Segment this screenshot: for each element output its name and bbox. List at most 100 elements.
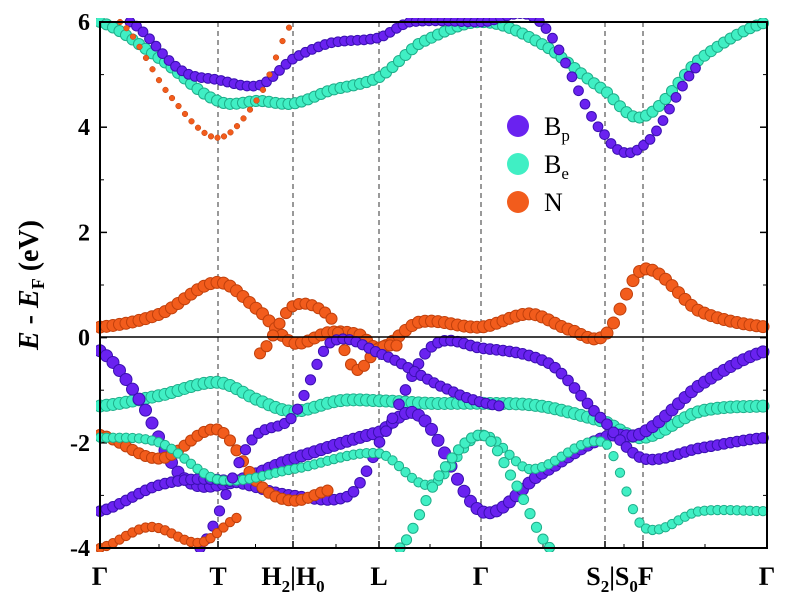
band-point <box>568 382 581 394</box>
band-point <box>311 358 323 371</box>
band-Be <box>96 429 769 536</box>
kpoint-label: T <box>209 562 226 591</box>
band-point <box>446 452 458 464</box>
band-point <box>357 359 371 372</box>
band-N <box>96 262 770 355</box>
band-point <box>621 486 632 497</box>
band-point <box>540 23 552 34</box>
legend-label: Be <box>544 150 569 183</box>
legend: Bp Be N <box>507 112 570 217</box>
legend-marker <box>507 153 529 175</box>
band-point <box>194 124 202 131</box>
band-point <box>390 339 403 352</box>
band-point <box>573 85 584 97</box>
band-point <box>509 18 518 20</box>
band-point <box>530 521 543 533</box>
band-point <box>420 494 432 507</box>
band-point <box>220 488 232 501</box>
band-point <box>246 106 254 113</box>
band-point <box>246 434 258 446</box>
band-point <box>451 472 464 486</box>
band-point <box>279 37 286 45</box>
band-point <box>155 77 163 84</box>
legend-label: Bp <box>544 112 570 145</box>
legend-marker <box>507 115 529 137</box>
band-point <box>683 70 695 82</box>
band-point <box>175 102 182 110</box>
band-N <box>96 512 242 552</box>
y-tick-label: 0 <box>78 326 90 352</box>
band-point <box>522 18 531 20</box>
band-point <box>317 345 330 357</box>
band-point <box>227 129 234 136</box>
band-point <box>634 517 645 528</box>
band-point <box>457 484 471 498</box>
band-point <box>226 472 239 484</box>
band-point <box>223 434 237 447</box>
band-point <box>220 133 228 140</box>
band-point <box>298 389 310 402</box>
band-point <box>418 414 432 428</box>
band-point <box>608 450 619 462</box>
band-point <box>157 48 168 59</box>
bands <box>96 18 770 552</box>
band-point <box>502 18 512 22</box>
band-point <box>144 33 155 45</box>
band-point <box>553 44 565 56</box>
band-point <box>498 457 510 469</box>
band-point <box>605 138 617 149</box>
band-point <box>285 24 293 31</box>
kpoint-label: H2|H0 <box>261 562 324 596</box>
y-axis-title: E - EF (eV) <box>14 220 48 351</box>
band-point <box>129 33 137 40</box>
y-tick-label: -2 <box>70 431 90 457</box>
band-point <box>354 476 366 489</box>
band-point <box>581 397 594 410</box>
band-point <box>607 316 620 330</box>
band-Bp <box>194 333 505 552</box>
band-point <box>233 457 245 469</box>
band-point <box>433 470 445 482</box>
band-point <box>321 484 334 497</box>
band-point <box>677 80 688 92</box>
band-point <box>690 62 701 74</box>
band-point <box>213 505 226 517</box>
band-point <box>562 374 574 387</box>
band-point <box>566 71 578 83</box>
band-point <box>504 469 517 481</box>
band-point <box>517 493 530 506</box>
band-point <box>614 467 626 478</box>
x-axis-labels: Γ T H2|H0 L Γ S2|S0F Γ <box>92 562 776 596</box>
band-point <box>439 461 452 473</box>
band-point <box>425 422 438 436</box>
band-point <box>651 125 662 137</box>
band-point <box>119 372 133 386</box>
band-point <box>586 110 597 122</box>
band-point <box>218 522 229 533</box>
y-tick-label: 2 <box>78 220 90 246</box>
band-point <box>145 416 159 430</box>
band-point <box>600 326 614 340</box>
band-point <box>274 65 285 76</box>
band-point <box>168 94 176 102</box>
band-point <box>211 528 223 539</box>
band-point <box>162 86 169 94</box>
plot-frame <box>99 21 768 549</box>
band-point <box>123 25 130 32</box>
band-point <box>400 467 411 478</box>
band-point <box>664 103 675 115</box>
band-point <box>386 412 399 425</box>
band-point <box>537 533 549 545</box>
band-point <box>524 508 536 520</box>
band-point <box>511 480 523 492</box>
band-point <box>400 534 413 546</box>
band-point <box>407 522 419 534</box>
band-point <box>291 403 304 415</box>
band-point <box>399 384 412 396</box>
band-point <box>599 129 610 140</box>
band-point <box>644 134 656 145</box>
band-point <box>266 71 273 78</box>
band-point <box>239 444 252 456</box>
legend-label: N <box>544 188 563 217</box>
